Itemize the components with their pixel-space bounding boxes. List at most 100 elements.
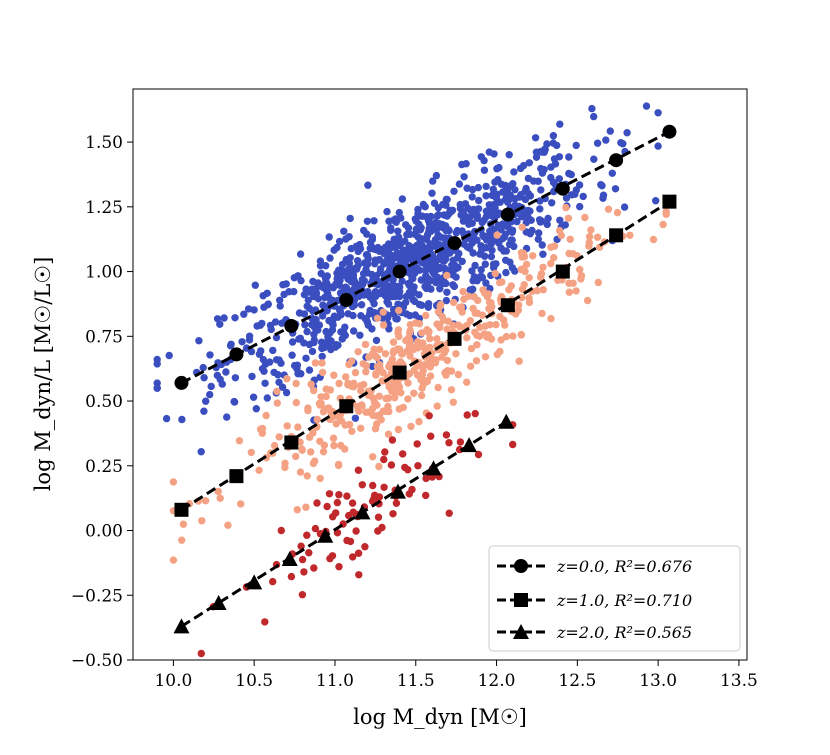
- scatter-point: [524, 206, 532, 215]
- scatter-point: [506, 191, 514, 200]
- scatter-point: [550, 155, 559, 163]
- scatter-point: [330, 246, 338, 254]
- scatter-point: [303, 531, 311, 539]
- scatter-point: [363, 318, 372, 326]
- legend-marker-circle: [514, 559, 528, 573]
- scatter-point: [395, 332, 403, 341]
- scatter-point: [251, 281, 259, 289]
- scatter-point: [497, 336, 505, 344]
- scatter-point: [344, 310, 352, 318]
- scatter-point: [583, 296, 592, 305]
- scatter-point: [480, 166, 489, 174]
- scatter-point: [283, 375, 291, 383]
- scatter-point: [322, 262, 330, 270]
- scatter-point: [244, 305, 253, 313]
- scatter-point: [326, 554, 334, 563]
- scatter-point: [473, 277, 481, 285]
- scatter-point: [529, 252, 537, 260]
- scatter-point: [447, 386, 456, 394]
- scatter-point: [206, 390, 214, 399]
- scatter-point: [427, 432, 435, 440]
- scatter-point: [579, 192, 587, 201]
- scatter-point: [376, 265, 385, 273]
- scatter-point: [310, 564, 318, 572]
- scatter-point: [310, 386, 318, 395]
- scatter-point: [462, 160, 470, 168]
- scatter-point: [654, 142, 662, 150]
- scatter-point: [482, 279, 490, 287]
- scatter-point: [247, 448, 255, 457]
- scatter-point: [329, 513, 337, 521]
- x-axis-ticks: 10.0 10.5 11.0 11.5 12.0 12.5 13.0 13.5: [154, 660, 758, 691]
- scatter-point: [392, 285, 401, 293]
- scatter-point: [153, 379, 161, 387]
- scatter-point: [481, 252, 489, 260]
- fit-point: [498, 413, 515, 429]
- scatter-point: [442, 296, 451, 305]
- scatter-point: [364, 288, 372, 296]
- scatter-point: [358, 402, 366, 410]
- scatter-point: [179, 520, 188, 528]
- scatter-point: [313, 415, 321, 424]
- scatter-point: [362, 251, 371, 259]
- scatter-point: [301, 321, 309, 329]
- scatter-point: [372, 336, 381, 345]
- scatter-point: [218, 380, 226, 388]
- scatter-point: [389, 383, 397, 391]
- scatter-point: [437, 300, 445, 309]
- scatter-point: [351, 368, 360, 377]
- scatter-point: [293, 365, 301, 373]
- x-tick-label: 13.5: [720, 671, 758, 691]
- scatter-point: [398, 277, 406, 285]
- scatter-point: [325, 490, 334, 498]
- scatter-point: [298, 555, 307, 564]
- scatter-point: [606, 127, 614, 135]
- scatter-point: [222, 368, 230, 376]
- x-tick-label: 12.0: [478, 671, 516, 691]
- scatter-point: [480, 330, 489, 338]
- fit-line: [180, 200, 671, 512]
- scatter-point: [465, 292, 473, 300]
- scatter-point: [332, 420, 340, 428]
- scatter-point: [454, 263, 462, 272]
- scatter-point: [259, 292, 267, 300]
- fit-point: [662, 194, 677, 209]
- scatter-point: [413, 440, 421, 448]
- scatter-point: [535, 229, 543, 237]
- scatter-point: [399, 403, 407, 412]
- scatter-point: [350, 327, 358, 335]
- fit-point: [210, 595, 227, 611]
- scatter-point: [352, 527, 360, 535]
- scatter-point: [444, 226, 453, 234]
- scatter-point: [525, 294, 533, 302]
- scatter-point: [401, 463, 409, 472]
- scatter-point: [263, 394, 271, 402]
- scatter-point: [334, 313, 342, 321]
- scatter-point: [362, 368, 370, 376]
- scatter-point: [474, 450, 483, 459]
- scatter-point: [361, 340, 370, 349]
- fit-point: [662, 124, 677, 139]
- scatter-point: [372, 370, 380, 378]
- scatter-point: [514, 306, 523, 314]
- scatter-point: [535, 216, 544, 224]
- scatter-point: [300, 310, 309, 318]
- scatter-point: [567, 170, 575, 179]
- scatter-point: [453, 226, 461, 235]
- y-tick-label: −0.25: [71, 586, 123, 606]
- scatter-point: [300, 568, 308, 576]
- scatter-point: [362, 408, 370, 416]
- scatter-point: [538, 241, 546, 249]
- y-axis-label: log M_dyn/L [M☉/L☉]: [31, 257, 55, 492]
- scatter-point: [380, 249, 388, 258]
- scatter-point: [417, 376, 425, 384]
- scatter-point: [274, 371, 282, 379]
- scatter-point: [482, 182, 490, 191]
- scatter-point: [178, 536, 186, 544]
- scatter-point: [304, 296, 312, 304]
- scatter-point: [652, 197, 660, 205]
- scatter-point: [369, 394, 377, 402]
- scatter-point: [549, 132, 558, 140]
- scatter-point: [500, 247, 508, 255]
- scatter-point: [449, 321, 457, 329]
